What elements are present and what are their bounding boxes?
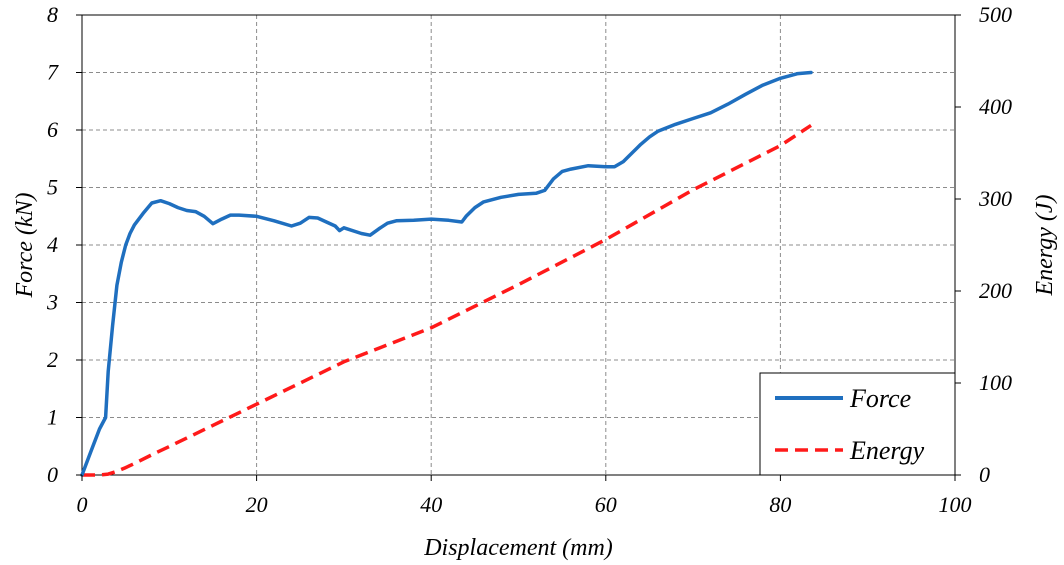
left-tick-label: 8	[47, 2, 58, 27]
x-tick-label: 60	[595, 492, 617, 517]
legend-force-label: Force	[849, 384, 911, 413]
x-axis-label: Displacement (mm)	[423, 535, 613, 561]
right-tick-label: 300	[978, 186, 1012, 211]
grid-lines	[82, 15, 955, 475]
x-tick-label: 80	[769, 492, 791, 517]
left-tick-label: 7	[47, 60, 59, 85]
series-layer	[80, 70, 813, 477]
legend: Force Energy	[759, 372, 956, 476]
right-tick-label: 400	[979, 94, 1012, 119]
force-series-line	[80, 70, 813, 477]
legend-energy-label: Energy	[849, 436, 925, 465]
legend-box	[759, 372, 956, 476]
left-tick-label: 2	[47, 347, 58, 372]
x-tick-label: 100	[939, 492, 972, 517]
left-tick-label: 3	[46, 290, 58, 315]
right-tick-label: 500	[979, 2, 1012, 27]
left-y-axis-label: Force (kN)	[12, 192, 38, 298]
energy-series-line	[82, 123, 812, 477]
left-tick-label: 1	[47, 405, 58, 430]
right-tick-label: 0	[979, 462, 990, 487]
left-tick-label: 0	[47, 462, 58, 487]
left-tick-label: 4	[47, 232, 58, 257]
right-tick-label: 100	[979, 370, 1012, 395]
x-tick-label: 40	[420, 492, 442, 517]
x-axis-ticks: 0 20 40 60 80 100	[77, 475, 972, 517]
right-y-axis-label: Energy (J)	[1032, 194, 1058, 296]
x-tick-label: 0	[77, 492, 88, 517]
left-tick-label: 5	[47, 175, 58, 200]
left-tick-label: 6	[47, 117, 58, 142]
right-tick-label: 200	[979, 278, 1012, 303]
x-tick-label: 20	[246, 492, 268, 517]
left-axis-ticks: 0 1 2 3 4 5 6 7 8	[46, 2, 82, 487]
right-axis-ticks: 0 100 200 300 400 500	[955, 2, 1012, 487]
